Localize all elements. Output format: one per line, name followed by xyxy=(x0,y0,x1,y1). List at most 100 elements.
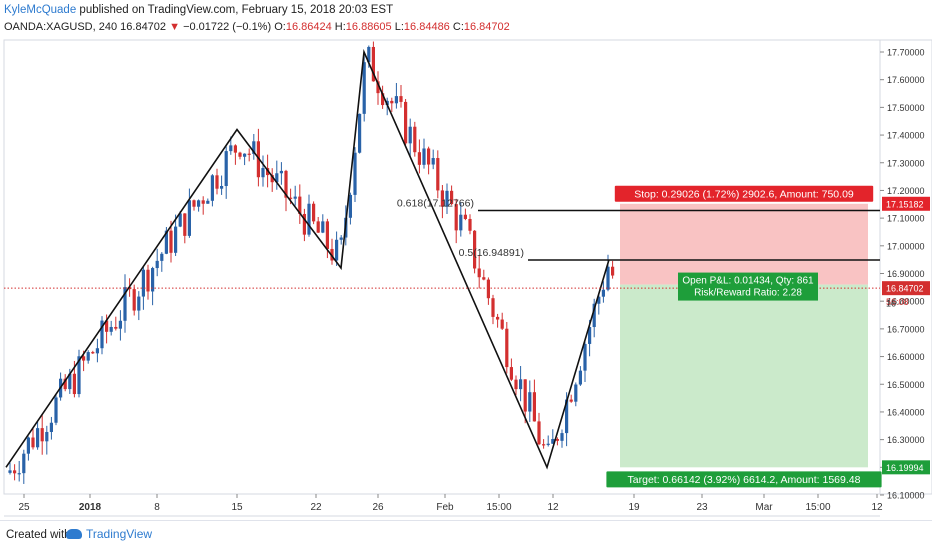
candle-body xyxy=(36,428,40,448)
candle-body xyxy=(413,126,417,153)
candle-body xyxy=(463,214,467,219)
time-tick-label: 15:00 xyxy=(486,502,511,513)
candle-body xyxy=(560,433,564,441)
close-label: C: xyxy=(452,21,464,33)
candle-body xyxy=(192,200,196,207)
candle-body xyxy=(321,221,325,233)
candle-body xyxy=(160,253,164,261)
candle-body xyxy=(229,145,233,152)
candle-body xyxy=(178,213,182,227)
candle-body xyxy=(141,269,145,297)
author-link[interactable]: KyleMcQuade xyxy=(4,4,77,16)
candle-body xyxy=(335,239,339,261)
candle-body xyxy=(105,320,109,332)
target-price-flag-box xyxy=(882,460,930,475)
candle-body xyxy=(210,175,214,201)
candle-body xyxy=(523,379,527,412)
price-tick-label: 16.30000 xyxy=(887,435,925,445)
candle-body xyxy=(574,384,578,402)
candle-body xyxy=(477,268,481,278)
time-tick-label: 19 xyxy=(628,502,640,513)
candle-body xyxy=(606,266,610,290)
price-axis xyxy=(879,39,932,495)
brand-name: TradingView xyxy=(86,527,153,541)
candle-body xyxy=(588,327,592,344)
price-tick-label: 16.80000 xyxy=(887,297,925,307)
candle-body xyxy=(151,268,155,292)
open-pnl-label: Open P&L: 0.01434, Qty: 861 xyxy=(682,276,814,287)
candle-body xyxy=(128,287,132,290)
candle-body xyxy=(233,145,237,153)
candle-body xyxy=(454,204,458,231)
candle-body xyxy=(427,148,431,165)
time-tick-label: 15:00 xyxy=(805,502,830,513)
candle-body xyxy=(358,113,362,153)
candle-body xyxy=(459,214,463,231)
time-tick-label: 25 xyxy=(18,502,30,513)
candle-body xyxy=(436,158,440,191)
candle-body xyxy=(224,151,228,187)
candle-body xyxy=(583,343,587,371)
price-chart[interactable]: 17.70000 17.60000 17.50000 17.40000 17.30000… xyxy=(0,0,932,520)
fib-level-label: 0.618(17.12766) xyxy=(397,197,474,209)
current-price-flag: 16.84702 xyxy=(886,284,924,294)
candle-body xyxy=(601,289,605,297)
candle-body xyxy=(551,439,555,444)
candle-body xyxy=(114,326,118,329)
candle-body xyxy=(247,153,251,155)
candle-body xyxy=(206,200,210,204)
price-tick-label: 17.30000 xyxy=(887,158,925,168)
candle-body xyxy=(592,303,596,328)
candle-body xyxy=(132,289,136,311)
candle-body xyxy=(118,320,122,329)
candle-body xyxy=(275,173,279,183)
fib-level-label: 0.5(16.94891) xyxy=(459,247,524,259)
stop-label: Stop: 0.29026 (1.72%) 2902.6, Amount: 75… xyxy=(634,188,854,200)
price-tick-label: 17.20000 xyxy=(887,186,925,196)
candle-body xyxy=(146,269,150,292)
candle-body xyxy=(450,190,454,205)
target-zone xyxy=(620,284,868,468)
candle-body xyxy=(431,158,435,165)
candle-body xyxy=(289,197,293,199)
candle-body xyxy=(611,266,615,276)
candle-body xyxy=(270,175,274,183)
stop-zone xyxy=(620,203,868,285)
candle-body xyxy=(284,170,288,198)
candle-body xyxy=(302,213,306,235)
candle-body xyxy=(381,93,385,106)
candle-body xyxy=(473,230,477,269)
candle-body xyxy=(555,439,559,441)
publish-line: KyleMcQuade published on TradingView.com… xyxy=(4,2,510,19)
candle-body xyxy=(137,296,141,311)
price-tick-label: 17.10000 xyxy=(887,214,925,224)
candle-body xyxy=(298,196,302,214)
candle-body xyxy=(348,194,352,218)
partial-price-tick: 16 xyxy=(886,299,896,309)
symbol-label: OANDA:XAGUSD, 240 xyxy=(4,21,118,33)
candle-body xyxy=(243,153,247,157)
candle-body xyxy=(109,326,113,332)
candle-body xyxy=(86,352,90,361)
candle-body xyxy=(537,421,541,445)
risk-reward-label: Risk/Reward Ratio: 2.28 xyxy=(694,288,802,299)
candle-body xyxy=(514,379,518,390)
candle-body xyxy=(394,96,398,104)
candle-body xyxy=(312,203,316,222)
candle-body xyxy=(509,367,513,380)
time-tick-label: 23 xyxy=(696,502,708,513)
time-tick-label: 8 xyxy=(154,502,160,513)
candle-body xyxy=(91,352,95,354)
high-label: H: xyxy=(334,21,346,33)
candle-body xyxy=(54,397,58,423)
candle-body xyxy=(528,392,532,412)
tradingview-logo[interactable]: TradingView xyxy=(66,527,152,541)
time-tick-label: 22 xyxy=(310,502,322,513)
candle-body xyxy=(367,46,371,63)
candle-body xyxy=(215,175,219,189)
candle-body xyxy=(371,46,375,82)
candle-body xyxy=(578,370,582,385)
pnl-box xyxy=(678,272,818,301)
candle-body xyxy=(482,277,486,280)
chart-header: KyleMcQuade published on TradingView.com… xyxy=(4,2,510,36)
